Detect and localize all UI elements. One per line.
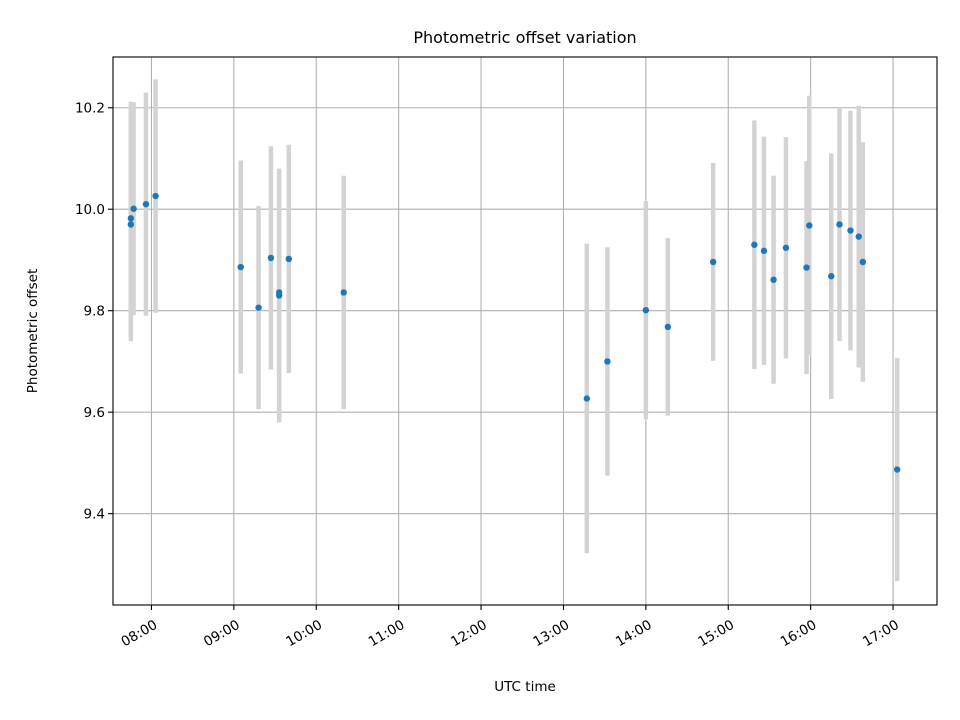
data-point bbox=[127, 221, 135, 228]
data-point bbox=[255, 304, 262, 311]
x-tick-label: 14:00 bbox=[613, 617, 655, 650]
y-tick-label: 9.8 bbox=[84, 304, 105, 320]
data-point bbox=[130, 205, 137, 212]
y-tick-label: 9.6 bbox=[84, 405, 105, 421]
y-tick-label: 10.2 bbox=[75, 101, 105, 117]
x-tick-label: 10:00 bbox=[283, 617, 325, 650]
data-point bbox=[583, 395, 590, 402]
x-tick-label: 12:00 bbox=[448, 617, 490, 650]
chart-title: Photometric offset variation bbox=[413, 28, 636, 47]
data-point bbox=[855, 233, 862, 240]
grid-layer bbox=[113, 57, 937, 605]
x-axis-label: UTC time bbox=[494, 679, 556, 695]
error-bars bbox=[128, 79, 900, 582]
data-point bbox=[847, 227, 854, 234]
x-tick-label: 11:00 bbox=[366, 617, 408, 650]
x-tick-label: 17:00 bbox=[860, 617, 902, 650]
x-tick-label: 08:00 bbox=[119, 617, 161, 650]
data-point bbox=[127, 215, 135, 222]
data-point bbox=[709, 258, 717, 266]
data-point bbox=[828, 273, 835, 280]
data-point bbox=[664, 323, 672, 331]
x-tick-label: 15:00 bbox=[695, 617, 737, 650]
data-point bbox=[152, 192, 159, 200]
data-point bbox=[893, 466, 901, 473]
data-point bbox=[859, 258, 867, 266]
x-tick-label: 09:00 bbox=[201, 617, 243, 650]
data-point bbox=[340, 289, 347, 296]
data-point bbox=[285, 255, 292, 263]
y-axis-label: Photometric offset bbox=[25, 269, 41, 393]
plot-frame bbox=[112, 56, 938, 606]
x-tick-label: 16:00 bbox=[778, 617, 820, 650]
data-point bbox=[267, 254, 275, 262]
data-point bbox=[770, 276, 777, 283]
axis-ticks: 08:00 09:00 10:00 11:00 12:00 13:00 14:00 15:00… bbox=[75, 101, 902, 650]
y-tick-label: 10.0 bbox=[75, 202, 105, 218]
data-point bbox=[142, 200, 150, 208]
data-point bbox=[836, 221, 843, 228]
data-point bbox=[604, 358, 611, 365]
data-point bbox=[237, 263, 244, 271]
x-tick-label: 13:00 bbox=[531, 617, 573, 650]
data-point bbox=[275, 292, 283, 299]
data-point bbox=[806, 222, 813, 229]
data-point bbox=[751, 241, 758, 248]
data-point bbox=[782, 244, 790, 251]
data-points bbox=[127, 192, 901, 473]
data-point bbox=[760, 247, 768, 255]
data-point bbox=[642, 306, 650, 314]
data-point bbox=[803, 264, 810, 271]
y-tick-label: 9.4 bbox=[84, 507, 105, 523]
